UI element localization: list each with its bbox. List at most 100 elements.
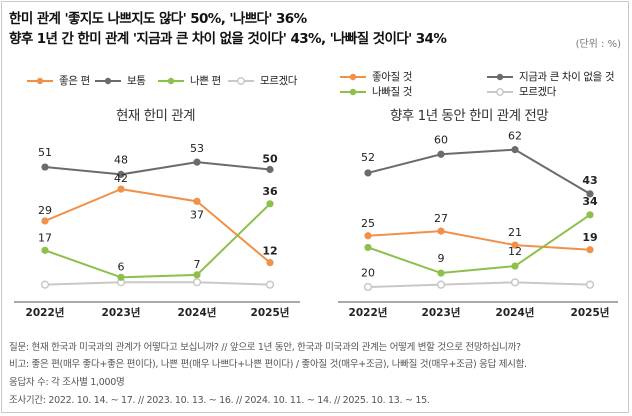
- data-point: [40, 280, 50, 289]
- data-point: [192, 278, 202, 287]
- data-point: [266, 259, 274, 267]
- legend-marker-icon: [487, 87, 513, 96]
- data-point: [436, 280, 446, 289]
- data-label: 21: [508, 226, 522, 239]
- note-question: 질문: 현재 한국과 미국과의 관계가 어떻다고 보십니까? // 앞으로 1년…: [9, 342, 521, 353]
- data-point: [41, 246, 49, 254]
- x-tick-label: 2023년: [422, 306, 461, 319]
- data-label: 50: [262, 153, 278, 166]
- data-point: [117, 170, 125, 178]
- data-point: [363, 282, 373, 292]
- data-point: [117, 185, 125, 193]
- data-point: [117, 273, 125, 281]
- data-label: 43: [582, 174, 597, 187]
- data-label: 42: [114, 172, 128, 185]
- data-point: [364, 243, 372, 252]
- data-point: [437, 150, 445, 158]
- legend-label-bad: 나쁜 편: [190, 75, 221, 87]
- note-sample-size: 응답자 수: 각 조사별 1,000명: [9, 377, 125, 388]
- data-point: [364, 169, 372, 177]
- x-tick-label: 2023년: [102, 306, 141, 319]
- legend-label-same: 지금과 큰 차이 없을 것: [519, 71, 615, 83]
- data-label: 34: [582, 195, 598, 208]
- x-tick-label: 2022년: [26, 306, 65, 319]
- data-label: 12: [508, 245, 522, 258]
- x-tick-label: 2024년: [496, 306, 535, 319]
- series-line: [367, 230, 591, 251]
- legend-item-neutral: 보통: [95, 73, 146, 88]
- legend-marker-icon: [340, 73, 366, 80]
- legend-label-dontknow-2: 모르겠다: [519, 86, 557, 98]
- data-point: [510, 278, 520, 287]
- series-line: [367, 281, 591, 289]
- note-remark: 비고: 좋은 편(매우 좋다+좋은 편이다), 나쁜 편(매우 나쁘다+나쁜 편…: [9, 359, 527, 370]
- data-label: 36: [262, 185, 278, 198]
- data-point: [41, 163, 49, 171]
- legend-marker-icon: [487, 73, 513, 80]
- note-survey-period: 조사기간: 2022. 10. 14. ~ 17. // 2023. 10. 1…: [9, 395, 430, 406]
- data-label: 53: [190, 142, 204, 155]
- chart-current-relations: 2022년 2023년 2024년 2025년 51 48 53 50 29 42 37 12 17 6 7…: [14, 142, 300, 319]
- data-point: [364, 232, 372, 240]
- legend-item-better: 좋아질 것: [340, 69, 412, 84]
- legend-marker-icon: [27, 77, 53, 84]
- legend-marker-icon: [228, 76, 254, 85]
- data-point: [511, 262, 519, 270]
- series-line: [44, 203, 271, 279]
- chart-outlook-relations: 2022년 2023년 2024년 2025년 52 60 62 43 25 27 21 19 20 9 1…: [338, 130, 618, 319]
- legend-label-good: 좋은 편: [59, 75, 90, 87]
- data-label: 52: [361, 151, 375, 164]
- legend-item-good: 좋은 편: [27, 73, 90, 88]
- data-point: [193, 271, 201, 279]
- legend-marker-icon: [95, 77, 121, 84]
- data-label: 51: [38, 146, 52, 159]
- headline-line-1: 한미 관계 '좋지도 나쁘지도 않다' 50%, '나쁘다' 36%: [9, 11, 307, 27]
- data-point: [585, 280, 595, 289]
- x-tick-label: 2024년: [178, 306, 217, 319]
- data-label: 60: [434, 133, 448, 146]
- data-point: [586, 190, 594, 198]
- data-point: [265, 280, 275, 289]
- x-tick-label: 2025년: [571, 306, 610, 319]
- legend-item-dontknow-2: 모르겠다: [487, 84, 556, 99]
- panel-title-current: 현재 한미 관계: [116, 108, 196, 124]
- legend-label-neutral: 보통: [127, 75, 146, 87]
- x-tick-label: 2022년: [349, 306, 388, 319]
- legend-item-bad: 나쁜 편: [158, 73, 221, 88]
- data-label: 19: [582, 231, 597, 244]
- data-point: [437, 269, 445, 277]
- panel-title-outlook: 향후 1년 동안 한미 관계 전망: [390, 108, 549, 124]
- data-label: 17: [38, 231, 52, 244]
- series-line: [44, 281, 271, 286]
- data-point: [193, 197, 201, 205]
- legend-marker-icon: [158, 77, 184, 84]
- series-line: [367, 148, 591, 195]
- data-label: 25: [361, 217, 375, 230]
- legend-item-worse: 나빠질 것: [340, 84, 412, 99]
- x-tick-label: 2025년: [251, 306, 290, 319]
- data-point: [511, 146, 519, 154]
- data-label: 29: [38, 204, 52, 217]
- legend-label-better: 좋아질 것: [372, 71, 412, 83]
- data-point: [586, 246, 594, 254]
- legend-label-worse: 나빠질 것: [372, 86, 412, 98]
- data-label: 7: [194, 258, 201, 271]
- series-line: [44, 188, 271, 264]
- data-point: [266, 200, 274, 208]
- data-label: 37: [190, 208, 204, 221]
- data-point: [511, 241, 519, 249]
- data-label: 6: [118, 260, 125, 273]
- data-label: 62: [508, 130, 522, 143]
- headline-line-2: 향후 1년 간 한미 관계 '지금과 큰 차이 없을 것이다' 43%, '나빠…: [9, 31, 447, 47]
- data-label: 48: [114, 153, 128, 166]
- legend-label-dontknow: 모르겠다: [260, 75, 298, 87]
- data-label: 27: [434, 212, 448, 225]
- legend-item-dontknow: 모르겠다: [228, 73, 297, 88]
- legend-item-same: 지금과 큰 차이 없을 것: [487, 69, 614, 84]
- data-point: [193, 158, 201, 166]
- series-line: [367, 214, 591, 275]
- data-label: 12: [262, 245, 277, 258]
- data-point: [586, 211, 594, 219]
